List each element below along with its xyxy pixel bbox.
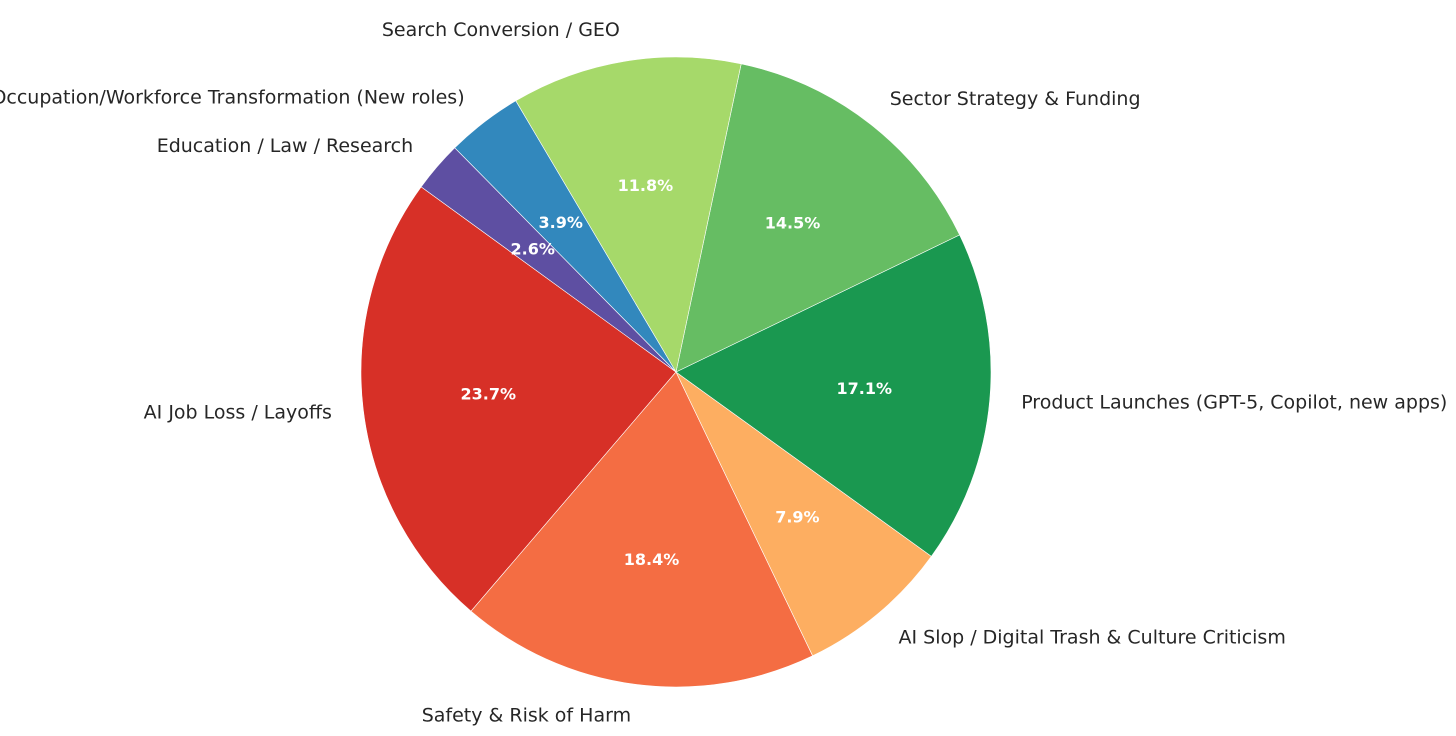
pct-label-search-conversion-geo: 11.8%	[618, 176, 674, 195]
pct-label-education-law-research: 2.6%	[511, 239, 555, 258]
category-label-search-conversion-geo: Search Conversion / GEO	[382, 19, 620, 41]
pie-slice-product-launches-gpt-5-copilot-new-apps	[675, 234, 992, 557]
category-label-safety-risk-of-harm: Safety & Risk of Harm	[422, 705, 631, 727]
category-label-occupation-workforce-transformation-new-roles: Occupation/Workforce Transformation (New…	[0, 87, 465, 109]
pct-label-occupation-workforce-transformation-new-roles: 3.9%	[539, 213, 583, 232]
category-label-education-law-research: Education / Law / Research	[157, 135, 413, 157]
category-label-product-launches-gpt-5-copilot-new-apps: Product Launches (GPT-5, Copilot, new ap…	[1021, 391, 1447, 413]
pie-slice-education-law-research	[420, 147, 677, 373]
pct-label-ai-slop-digital-trash-culture-criticism: 7.9%	[775, 507, 819, 526]
category-label-ai-slop-digital-trash-culture-criticism: AI Slop / Digital Trash & Culture Critic…	[899, 627, 1286, 649]
pct-label-sector-strategy-funding: 14.5%	[765, 214, 821, 233]
pie-slice-search-conversion-geo	[515, 56, 742, 373]
category-labels: AI Job Loss / Layoffs Safety & Risk of Ha…	[0, 19, 1447, 727]
pct-label-product-launches-gpt-5-copilot-new-apps: 17.1%	[837, 379, 893, 398]
percentage-labels: 23.7% 18.4% 7.9% 17.1% 14.5% 11.8% 3.9% 2.6%	[461, 176, 893, 569]
pie-slices	[360, 56, 992, 688]
pct-label-ai-job-loss-layoffs: 23.7%	[461, 385, 517, 404]
category-label-sector-strategy-funding: Sector Strategy & Funding	[890, 88, 1141, 110]
pct-label-safety-risk-of-harm: 18.4%	[624, 550, 680, 569]
category-label-ai-job-loss-layoffs: AI Job Loss / Layoffs	[144, 401, 332, 423]
pie-slice-sector-strategy-funding	[675, 63, 961, 373]
pie-slice-ai-slop-digital-trash-culture-criticism	[675, 371, 932, 657]
pie-slice-safety-risk-of-harm	[470, 371, 814, 688]
pie-slice-ai-job-loss-layoffs	[360, 186, 677, 612]
